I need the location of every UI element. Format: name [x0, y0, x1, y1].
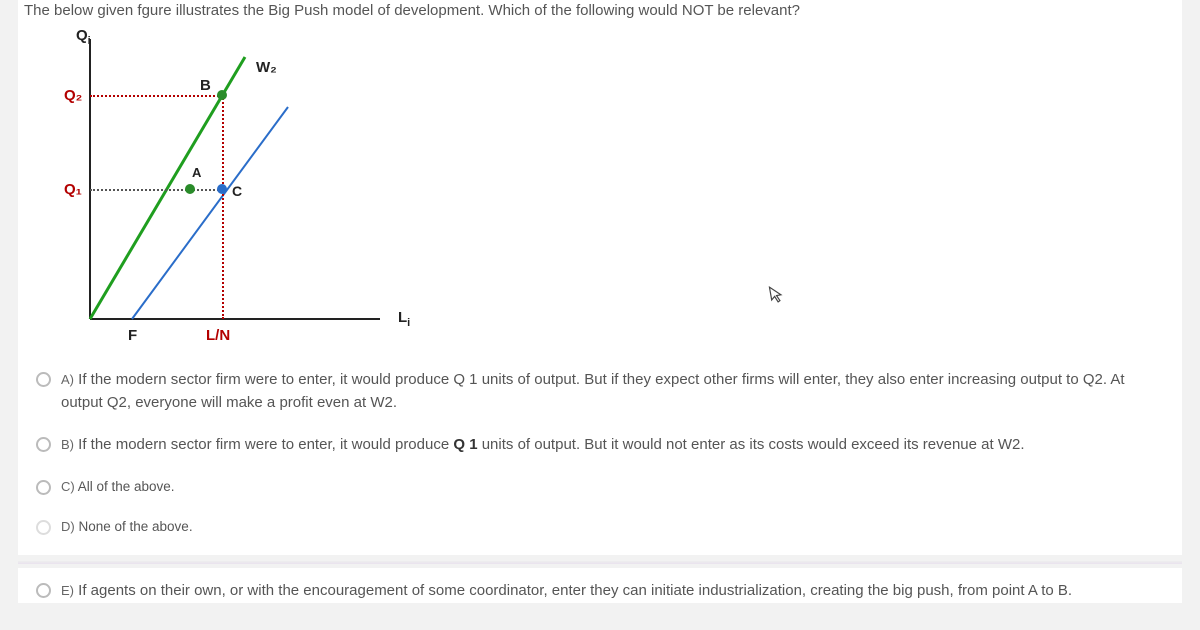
question-card: The below given fgure illustrates the Bi… [18, 0, 1182, 555]
option-e-card: E) If agents on their own, or with the e… [18, 568, 1182, 603]
b-label: B [200, 77, 211, 94]
qi-label: Qi [76, 27, 91, 47]
point-c [217, 184, 227, 194]
radio-icon [36, 437, 51, 452]
q1-label: Q₁ [64, 181, 82, 198]
c-label: C [232, 183, 242, 199]
option-e[interactable]: E) If agents on their own, or with the e… [36, 580, 1164, 603]
question-text: The below given fgure illustrates the Bi… [18, 0, 1182, 19]
radio-icon [36, 372, 51, 387]
q1-dash [90, 189, 222, 191]
option-a[interactable]: A) If the modern sector firm were to ent… [36, 369, 1164, 414]
option-d[interactable]: D) None of the above. [36, 517, 1164, 537]
a-label: A [192, 165, 201, 180]
option-d-text: D) None of the above. [61, 517, 1164, 537]
option-e-text: E) If agents on their own, or with the e… [61, 580, 1164, 603]
q2-label: Q₂ [64, 87, 82, 104]
options-list: A) If the modern sector firm were to ent… [18, 349, 1182, 555]
b-vdash [222, 95, 224, 319]
option-a-text: A) If the modern sector firm were to ent… [61, 369, 1164, 414]
q2-dash [90, 95, 222, 97]
ln-label: L/N [206, 327, 230, 344]
option-b-text: B) If the modern sector firm were to ent… [61, 434, 1164, 457]
point-a [185, 184, 195, 194]
option-c-text: C) All of the above. [61, 477, 1164, 497]
option-b[interactable]: B) If the modern sector firm were to ent… [36, 434, 1164, 457]
point-b [217, 90, 227, 100]
card-divider [18, 561, 1182, 564]
option-c[interactable]: C) All of the above. [36, 477, 1164, 497]
radio-icon [36, 520, 51, 535]
radio-icon [36, 480, 51, 495]
big-push-diagram: Qi Q₂ Q₁ W₂ B A C F L/N Li [50, 29, 430, 349]
w2-label: W₂ [256, 59, 277, 76]
radio-icon [36, 583, 51, 598]
li-label: Li [398, 309, 410, 329]
f-label: F [128, 327, 137, 344]
